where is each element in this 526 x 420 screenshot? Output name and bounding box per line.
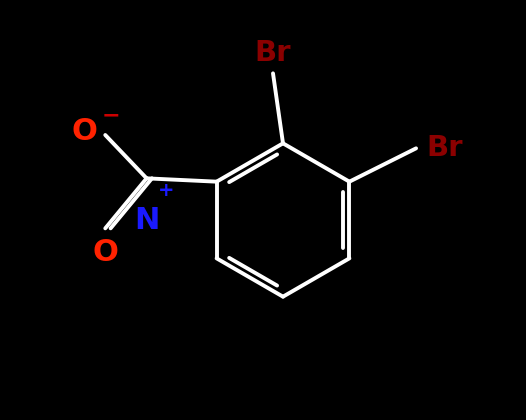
Text: Br: Br: [255, 39, 291, 67]
Text: N: N: [134, 206, 159, 235]
Text: +: +: [158, 181, 175, 200]
Text: O: O: [93, 238, 118, 268]
Text: −: −: [102, 105, 120, 125]
Text: Br: Br: [426, 134, 462, 163]
Text: O: O: [72, 117, 97, 146]
